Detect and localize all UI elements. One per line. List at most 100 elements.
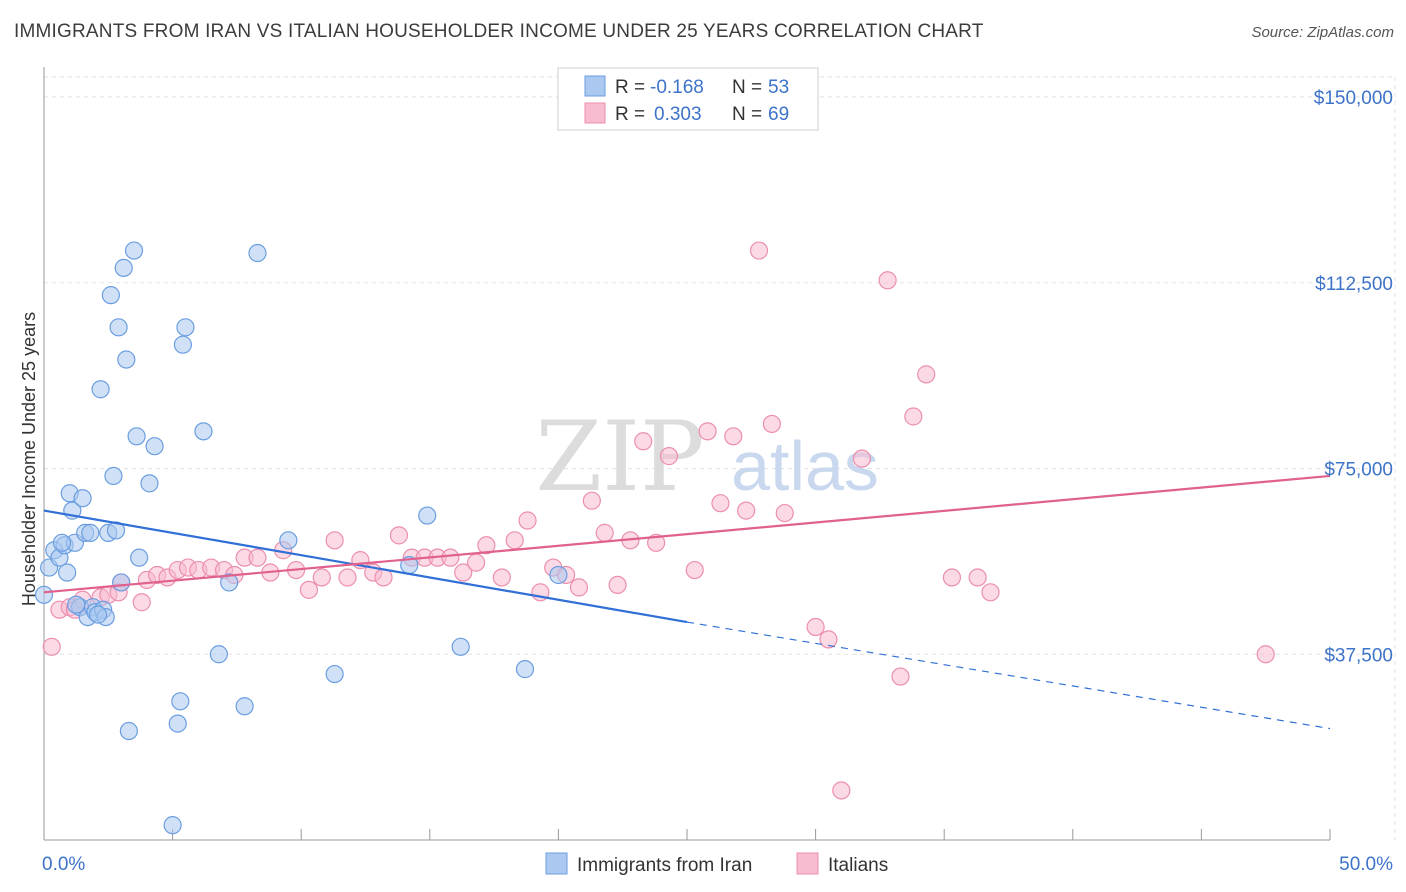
italian-point-59	[762, 414, 781, 434]
iran-point-32	[168, 714, 187, 733]
italian-point-57	[737, 501, 756, 520]
iran-point-48	[515, 660, 535, 679]
italian-point-64	[852, 449, 871, 468]
iran-point-37	[194, 422, 213, 441]
legend-iran-r-value: -0.168	[650, 77, 704, 98]
iran-point-27	[127, 427, 146, 446]
iran-point-16	[91, 380, 110, 399]
italian-point-54	[698, 422, 717, 441]
iran-trend-line	[43, 509, 688, 624]
iran-point-47	[451, 637, 470, 656]
iran-point-36	[163, 816, 182, 835]
iran-point-38	[209, 645, 228, 664]
italian-point-9	[132, 593, 151, 612]
legend-iran-swatch	[584, 75, 606, 97]
legend-italian-n-value: 69	[768, 104, 789, 125]
legend-italian-swatch	[584, 102, 606, 124]
iran-point-22	[106, 521, 126, 540]
legend-italian-r-label: R =	[615, 104, 645, 125]
legend-italian-r-value: 0.303	[654, 104, 702, 125]
chart-title: IMMIGRANTS FROM IRAN VS ITALIAN HOUSEHOL…	[14, 21, 984, 42]
italian-point-47	[595, 523, 614, 542]
series-legend: Immigrants from Iran Italians	[545, 852, 888, 876]
y-tick-label: $150,000	[1314, 88, 1393, 109]
italian-point-56	[724, 427, 743, 446]
italian-point-60	[775, 503, 794, 523]
italian-point-38	[477, 536, 496, 555]
italian-point-65	[878, 271, 897, 290]
iran-point-33	[171, 692, 190, 711]
legend-iran-r-label: R =	[615, 77, 645, 98]
iran-point-30	[145, 437, 164, 456]
chart-source: Source: ZipAtlas.com	[1251, 24, 1394, 41]
x-tick-labels: 0.0% 50.0%	[42, 854, 1393, 875]
italian-point-40	[505, 531, 524, 550]
iran-point-24	[112, 573, 131, 592]
italian-point-41	[518, 511, 537, 530]
y-tick-label: $37,500	[1324, 645, 1393, 666]
italian-point-69	[942, 568, 962, 587]
iran-point-23	[109, 318, 128, 337]
iran-point-41	[248, 243, 267, 263]
iran-point-28	[130, 548, 149, 567]
italian-point-62	[819, 630, 838, 649]
italian-point-27	[338, 568, 357, 587]
italian-point-51	[647, 533, 666, 552]
legend-italian-n-label: N =	[732, 104, 762, 125]
trend-lines	[43, 474, 1331, 730]
italian-point-70	[968, 568, 987, 587]
italian-point-67	[904, 407, 923, 426]
y-tick-labels: $37,500 $75,000 $112,500 $150,000	[1314, 88, 1393, 666]
italian-point-53	[685, 560, 704, 580]
iran-point-40	[235, 697, 254, 716]
x-tick-label: 0.0%	[42, 854, 85, 875]
italian-trend-line	[43, 474, 1331, 594]
italian-point-26	[325, 531, 344, 550]
iran-point-21	[104, 466, 123, 486]
italian-point-50	[634, 432, 653, 451]
iran-point-44	[114, 258, 133, 277]
italian-point-36	[454, 563, 473, 582]
grid-lines	[44, 76, 1396, 840]
italian-point-63	[832, 781, 851, 800]
iran-point-50	[67, 595, 86, 614]
italian-points	[42, 241, 1275, 800]
y-tick-label: $75,000	[1324, 460, 1393, 481]
italian-point-66	[891, 667, 910, 686]
italian-point-48	[608, 575, 627, 595]
italian-point-61	[806, 617, 825, 637]
iran-point-5	[58, 563, 77, 582]
watermark-atlas: atlas	[731, 427, 879, 505]
correlation-legend: R = -0.168 N = 53 R = 0.303 N = 69	[557, 67, 819, 131]
iran-points	[34, 241, 568, 835]
iran-point-0	[34, 585, 54, 604]
iran-point-46	[418, 506, 437, 525]
iran-point-52	[52, 533, 72, 552]
italian-point-71	[981, 583, 1000, 602]
x-tick-label: 50.0%	[1339, 854, 1393, 875]
italian-point-68	[917, 365, 936, 384]
watermark-zip: ZIP	[535, 401, 704, 513]
bottom-legend-iran-label: Immigrants from Iran	[577, 855, 752, 876]
legend-iran-n-label: N =	[732, 77, 762, 98]
italian-point-31	[389, 526, 409, 545]
iran-point-35	[176, 318, 195, 337]
iran-point-34	[173, 335, 192, 354]
iran-point-39	[220, 573, 239, 592]
iran-point-26	[124, 241, 144, 260]
italian-point-35	[441, 548, 460, 567]
italian-point-45	[569, 578, 589, 597]
iran-point-13	[81, 523, 100, 542]
iran-point-10	[73, 489, 92, 508]
iran-point-29	[140, 474, 159, 493]
axes	[43, 67, 1331, 841]
iran-point-31	[119, 721, 138, 741]
iran-point-20	[101, 286, 120, 305]
bottom-legend-iran-swatch	[545, 852, 568, 875]
iran-point-25	[117, 350, 136, 369]
bottom-legend-italian-label: Italians	[828, 855, 888, 876]
y-axis-label: Householder Income Under 25 years	[19, 312, 39, 606]
bottom-legend-italian-swatch	[796, 852, 819, 875]
legend-iran-n-value: 53	[768, 77, 789, 98]
italian-point-37	[466, 553, 486, 572]
